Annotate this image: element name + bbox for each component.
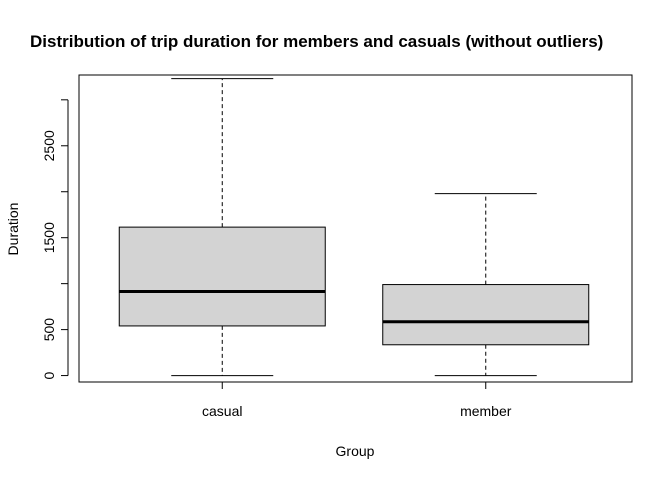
chart-axes: casual member 0 500 1500 2500	[41, 99, 512, 419]
y-tick-label: 0	[41, 371, 57, 379]
y-axis-label: Duration	[5, 203, 21, 256]
y-tick-label: 2500	[41, 130, 57, 161]
box-iqr	[118, 226, 326, 327]
box-group-casual	[118, 78, 326, 377]
chart-title: Distribution of trip duration for member…	[30, 32, 603, 51]
x-tick-label: member	[460, 403, 512, 419]
y-tick-label: 500	[41, 318, 57, 342]
y-tick-label: 1500	[41, 222, 57, 253]
x-tick-label: casual	[202, 403, 242, 419]
box-group-member	[382, 193, 590, 377]
chart-marks	[118, 78, 590, 377]
plot-frame	[78, 74, 633, 383]
x-axis-label: Group	[336, 443, 375, 459]
box-iqr	[382, 284, 590, 346]
